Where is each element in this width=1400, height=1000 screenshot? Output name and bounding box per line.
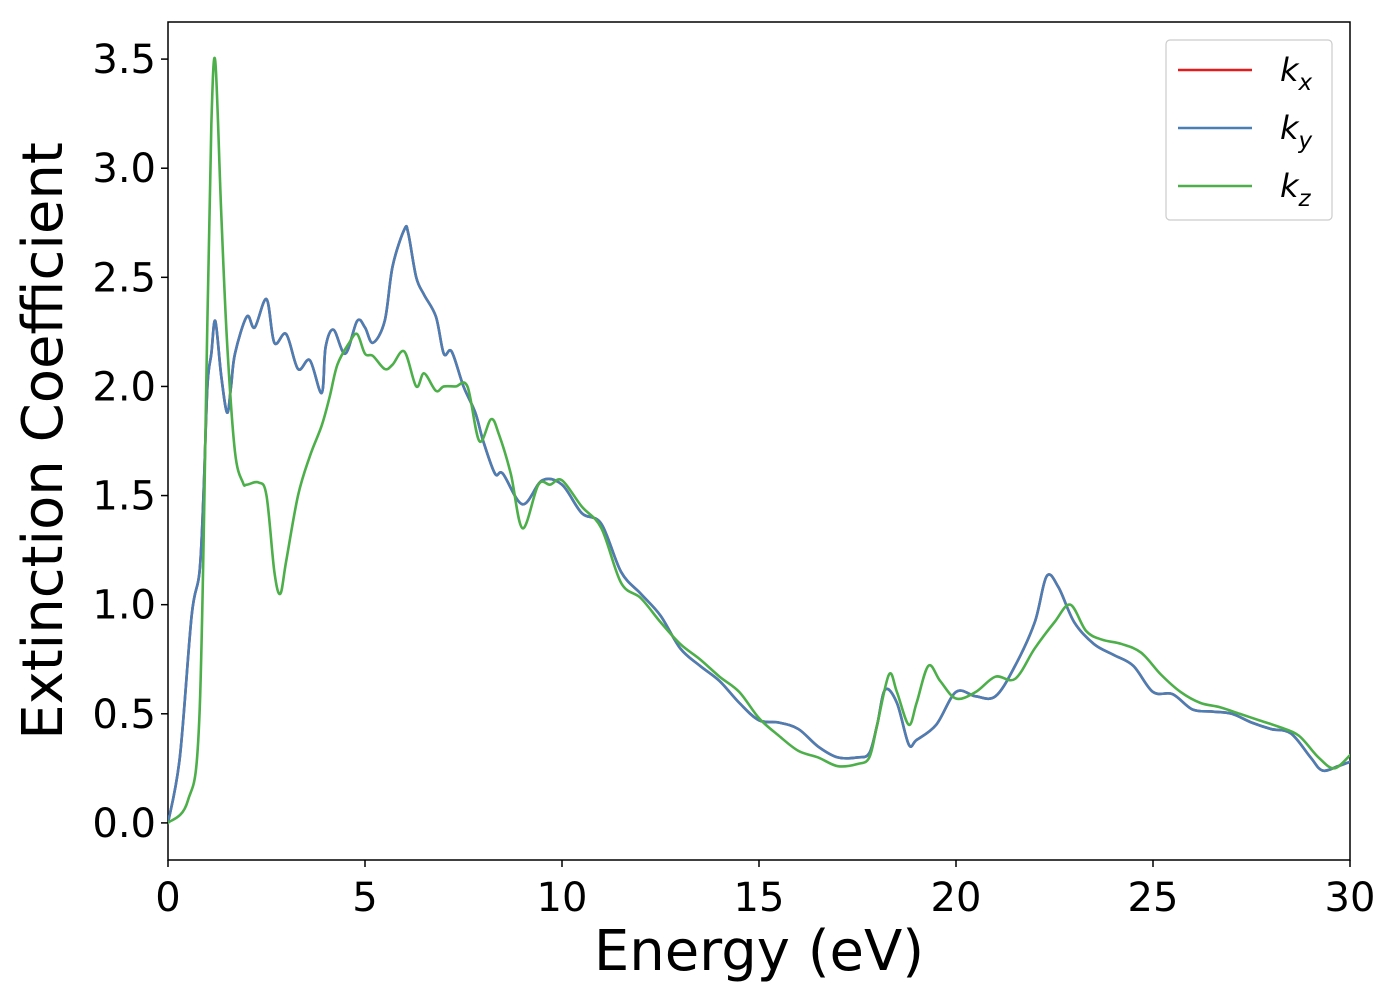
x-axis: 0 5 10 15 20 25 30: [155, 860, 1375, 921]
series-layer: [168, 56, 1350, 825]
legend-box: [1165, 39, 1333, 221]
x-tick-label: 15: [734, 875, 785, 921]
legend-item-ky: ky: [1178, 109, 1313, 154]
y-tick-label: 0.5: [92, 692, 156, 738]
series-ky-line: [168, 224, 1350, 825]
x-tick-label: 30: [1325, 875, 1376, 921]
y-tick-label: 0.0: [92, 801, 156, 847]
x-axis-title: Energy (eV): [594, 919, 924, 984]
y-tick-label: 3.0: [92, 146, 156, 192]
y-axis-title: Extinction Coefficient: [11, 142, 76, 740]
y-tick-label: 2.5: [92, 255, 156, 301]
legend-label: ky: [1280, 109, 1313, 154]
legend: kx ky kz: [1165, 39, 1333, 221]
y-tick-label: 1.0: [92, 583, 156, 629]
series-kz-line: [168, 56, 1350, 825]
legend-label: kz: [1280, 167, 1312, 212]
x-tick-label: 5: [352, 875, 377, 921]
legend-label: kx: [1280, 51, 1313, 96]
y-tick-label: 2.0: [92, 364, 156, 410]
y-tick-label: 3.5: [92, 37, 156, 83]
x-tick-label: 20: [931, 875, 982, 921]
x-tick-label: 10: [537, 875, 588, 921]
y-tick-label: 1.5: [92, 474, 156, 520]
legend-item-kx: kx: [1178, 51, 1313, 96]
x-tick-label: 0: [155, 875, 180, 921]
legend-item-kz: kz: [1178, 167, 1312, 212]
y-axis: 0.0 0.5 1.0 1.5 2.0 2.5 3.0 3.5: [92, 37, 168, 847]
x-tick-label: 25: [1128, 875, 1179, 921]
